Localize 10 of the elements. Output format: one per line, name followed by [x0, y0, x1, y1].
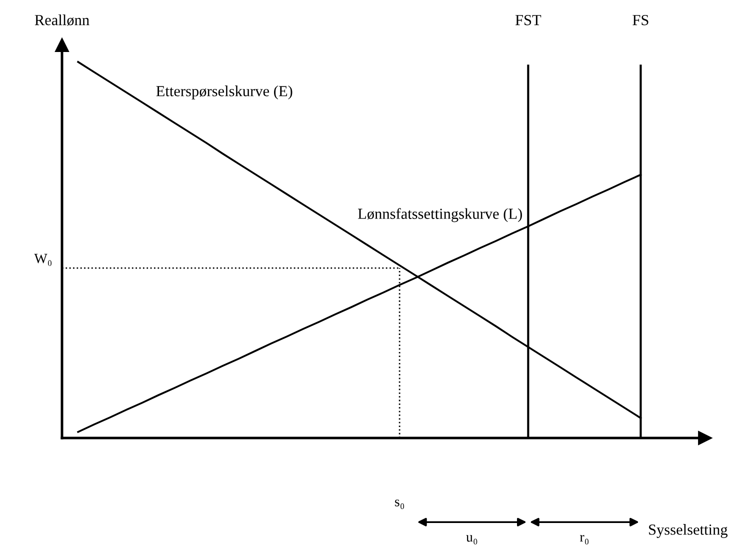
ref-line-label: W₀: [34, 254, 52, 266]
text: r₀: [580, 535, 589, 544]
text: Sysselsetting: [649, 524, 728, 538]
text: u₀: [466, 535, 478, 544]
series-label: Etterspørselskurve (E): [156, 86, 292, 100]
text: FST: [515, 14, 542, 26]
text: s₀: [395, 500, 404, 510]
y-axis-title: Reallønn: [34, 14, 90, 26]
text: FS: [632, 14, 648, 26]
series-label: Lønnsfatssettingskurve (L): [358, 208, 522, 222]
